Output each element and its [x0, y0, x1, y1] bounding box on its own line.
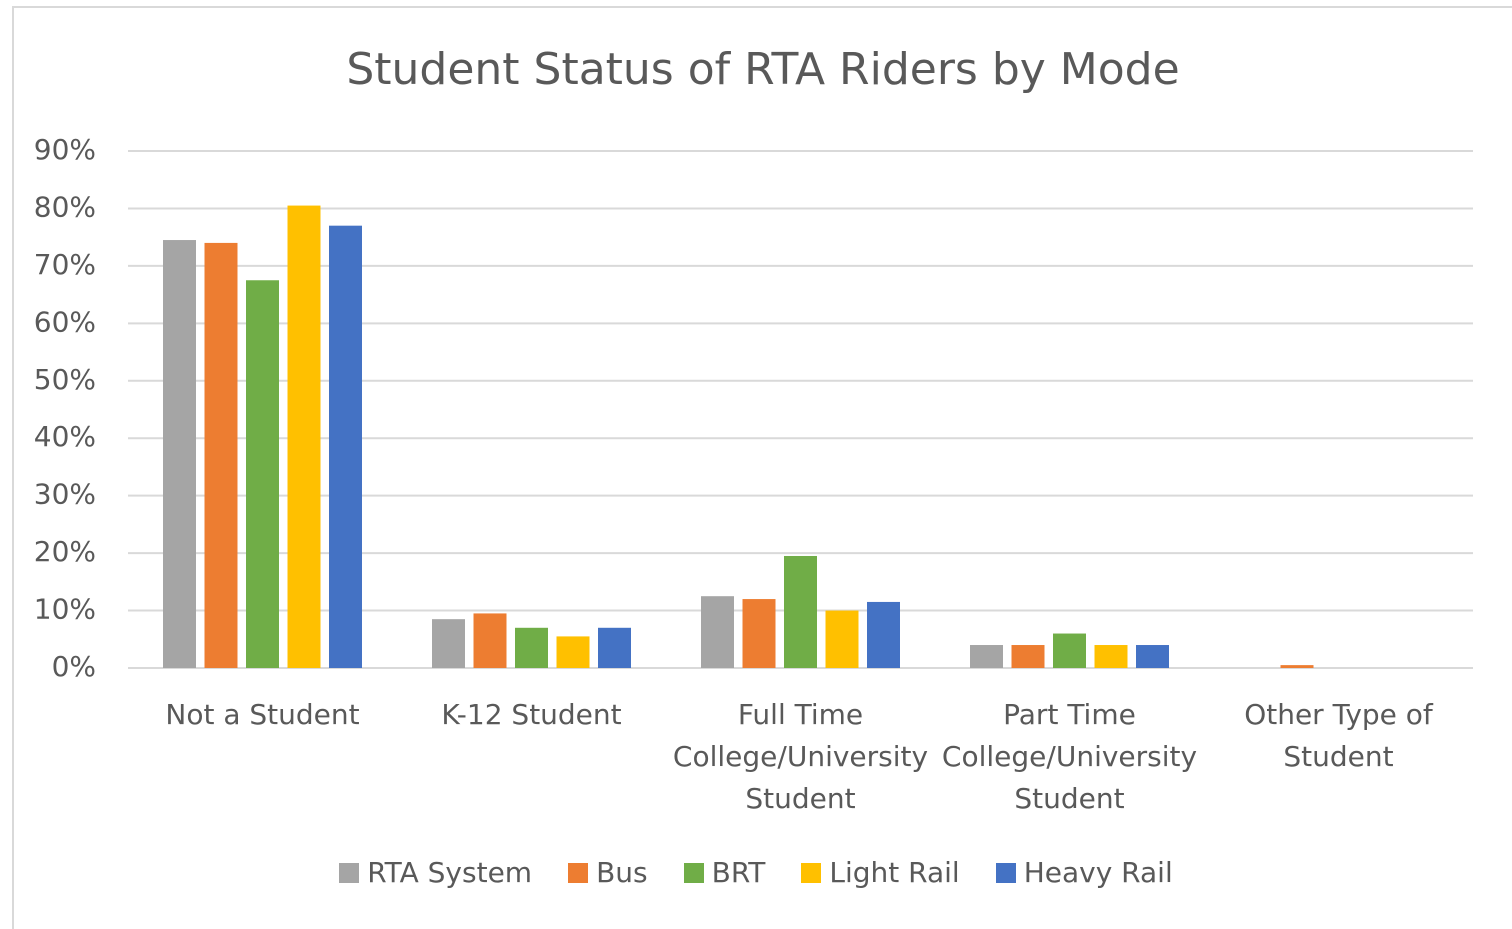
bar — [825, 610, 859, 668]
bar — [742, 599, 776, 668]
bar — [784, 555, 817, 668]
legend-swatch — [568, 862, 589, 883]
legend-label: RTA System — [367, 856, 533, 889]
bar — [246, 280, 279, 668]
x-tick-label: Not a Student — [165, 698, 360, 731]
bar — [1011, 645, 1045, 668]
legend-swatch — [801, 862, 822, 883]
y-tick-label: 50% — [34, 363, 96, 396]
legend-item: Bus — [568, 856, 648, 889]
bar — [1094, 645, 1128, 668]
x-tick-label: Full Time College/University Student — [672, 698, 929, 815]
legend-swatch — [995, 862, 1016, 883]
chart-title: Student Status of RTA Riders by Mode — [346, 44, 1179, 95]
bar — [1280, 665, 1314, 668]
legend-label: Light Rail — [829, 856, 960, 889]
bar — [163, 240, 196, 669]
legend-item: Heavy Rail — [995, 856, 1173, 889]
y-tick-label: 60% — [34, 305, 96, 338]
y-tick-label: 40% — [34, 420, 96, 453]
x-tick-label: Part Time College/University Student — [941, 698, 1198, 815]
legend-item: BRT — [683, 856, 766, 889]
y-tick-label: 20% — [34, 535, 96, 568]
bar — [473, 613, 507, 668]
legend-label: Heavy Rail — [1023, 856, 1173, 889]
y-tick-label: 30% — [34, 478, 96, 511]
bar — [515, 627, 548, 668]
x-tick-label: Other Type of Student — [1244, 698, 1433, 773]
bar — [204, 242, 238, 668]
bar — [329, 225, 362, 668]
x-tick-label: K-12 Student — [441, 698, 622, 731]
y-tick-label: 10% — [34, 593, 96, 626]
legend: RTA System Bus BRT Light Rail Heavy Rail — [0, 856, 1512, 889]
legend-item: Light Rail — [801, 856, 960, 889]
bar — [701, 596, 734, 668]
bar — [970, 645, 1003, 668]
legend-label: Bus — [596, 856, 648, 889]
y-tick-label: 90% — [34, 133, 96, 166]
bar — [1136, 645, 1169, 668]
bar — [287, 205, 321, 669]
y-tick-label: 80% — [34, 190, 96, 223]
bar — [598, 627, 631, 668]
legend-item: RTA System — [339, 856, 532, 889]
y-tick-label: 70% — [34, 248, 96, 281]
y-tick-label: 0% — [52, 650, 96, 683]
bar — [1053, 633, 1086, 668]
bar — [556, 636, 590, 668]
legend-swatch — [683, 862, 704, 883]
chart-frame — [12, 6, 1512, 929]
bar — [867, 601, 900, 668]
legend-swatch — [339, 862, 360, 883]
bar — [432, 619, 465, 668]
legend-label: BRT — [711, 856, 766, 889]
